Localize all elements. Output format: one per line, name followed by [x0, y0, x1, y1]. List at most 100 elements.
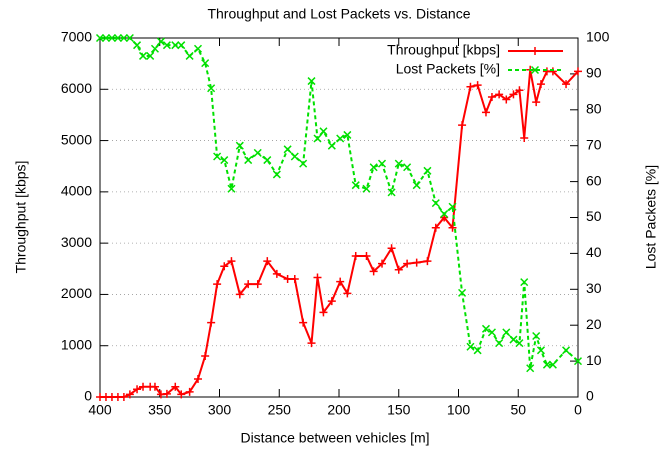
point	[377, 159, 387, 168]
point	[351, 251, 360, 260]
point	[299, 318, 308, 327]
point	[520, 134, 529, 143]
point	[574, 67, 582, 76]
point	[536, 346, 545, 355]
x-tick-label: 300	[208, 402, 232, 418]
point	[171, 41, 180, 50]
point	[220, 156, 229, 165]
series-line	[100, 37, 579, 369]
point	[343, 289, 352, 298]
point	[146, 51, 155, 60]
point	[299, 159, 308, 168]
y-tick-label: 2000	[61, 285, 92, 301]
point	[263, 257, 272, 266]
point	[307, 339, 316, 348]
point	[138, 51, 148, 60]
y-tick-label: 0	[84, 388, 92, 404]
point	[193, 375, 202, 384]
point	[177, 41, 186, 50]
point	[336, 277, 345, 286]
point	[185, 51, 194, 60]
point	[150, 382, 159, 391]
point	[272, 269, 281, 278]
point	[133, 385, 142, 394]
point	[573, 357, 583, 366]
point	[244, 156, 253, 165]
point	[227, 257, 236, 266]
point	[448, 202, 457, 211]
point	[431, 223, 440, 232]
point	[403, 259, 412, 268]
y2-tick-label: 50	[586, 208, 602, 224]
point	[290, 152, 299, 161]
point	[244, 280, 253, 289]
point	[466, 82, 475, 91]
point	[520, 278, 529, 287]
point	[133, 41, 142, 50]
point	[327, 141, 336, 150]
point	[171, 382, 180, 391]
y2-tick-label: 10	[586, 352, 602, 368]
point	[387, 188, 396, 197]
point	[139, 382, 148, 391]
point	[487, 92, 496, 101]
point	[532, 331, 541, 341]
point	[394, 265, 403, 274]
point	[515, 86, 524, 95]
y2-tick-label: 60	[586, 172, 602, 188]
point	[201, 351, 210, 360]
point	[502, 95, 511, 104]
point	[562, 80, 571, 89]
point	[290, 275, 299, 284]
point	[481, 324, 491, 333]
point	[177, 390, 186, 399]
x-tick-label: 50	[510, 402, 526, 418]
point	[220, 262, 229, 271]
point	[369, 267, 378, 276]
x-tick-label: 350	[148, 402, 172, 418]
series-line	[100, 69, 579, 398]
point	[542, 360, 551, 369]
y2-tick-label: 40	[586, 244, 602, 260]
point	[263, 156, 272, 165]
point	[423, 166, 432, 175]
point	[150, 44, 160, 53]
point	[107, 33, 116, 43]
point	[319, 127, 328, 136]
point	[473, 81, 482, 90]
point	[327, 297, 336, 306]
point	[562, 346, 571, 355]
point	[351, 181, 360, 190]
point	[431, 199, 440, 208]
point	[378, 259, 387, 268]
plot-frame	[99, 37, 579, 398]
point	[313, 273, 322, 282]
y-tick-label: 4000	[61, 183, 92, 199]
point	[313, 134, 322, 143]
point	[509, 335, 518, 344]
point	[113, 33, 122, 43]
legend-marker	[531, 47, 539, 55]
point	[101, 33, 111, 43]
y-tick-label: 6000	[61, 80, 92, 96]
y2-tick-label: 20	[586, 316, 602, 332]
point	[307, 77, 316, 86]
point	[95, 33, 105, 43]
point	[272, 170, 281, 179]
y-tick-label: 7000	[61, 29, 92, 45]
point	[362, 184, 371, 193]
point	[162, 41, 171, 50]
legend-label: Throughput [kbps]	[387, 42, 500, 58]
point	[369, 163, 378, 172]
y2-tick-label: 0	[586, 388, 594, 404]
x-tick-label: 250	[268, 402, 292, 418]
y2-axis-label: Lost Packets [%]	[643, 165, 659, 269]
point	[253, 280, 262, 289]
point	[156, 37, 165, 46]
y2-tick-label: 80	[586, 101, 602, 117]
point	[193, 44, 203, 53]
y2-tick-label: 100	[586, 29, 610, 45]
point	[119, 33, 128, 43]
point	[412, 181, 421, 190]
point	[515, 339, 524, 348]
